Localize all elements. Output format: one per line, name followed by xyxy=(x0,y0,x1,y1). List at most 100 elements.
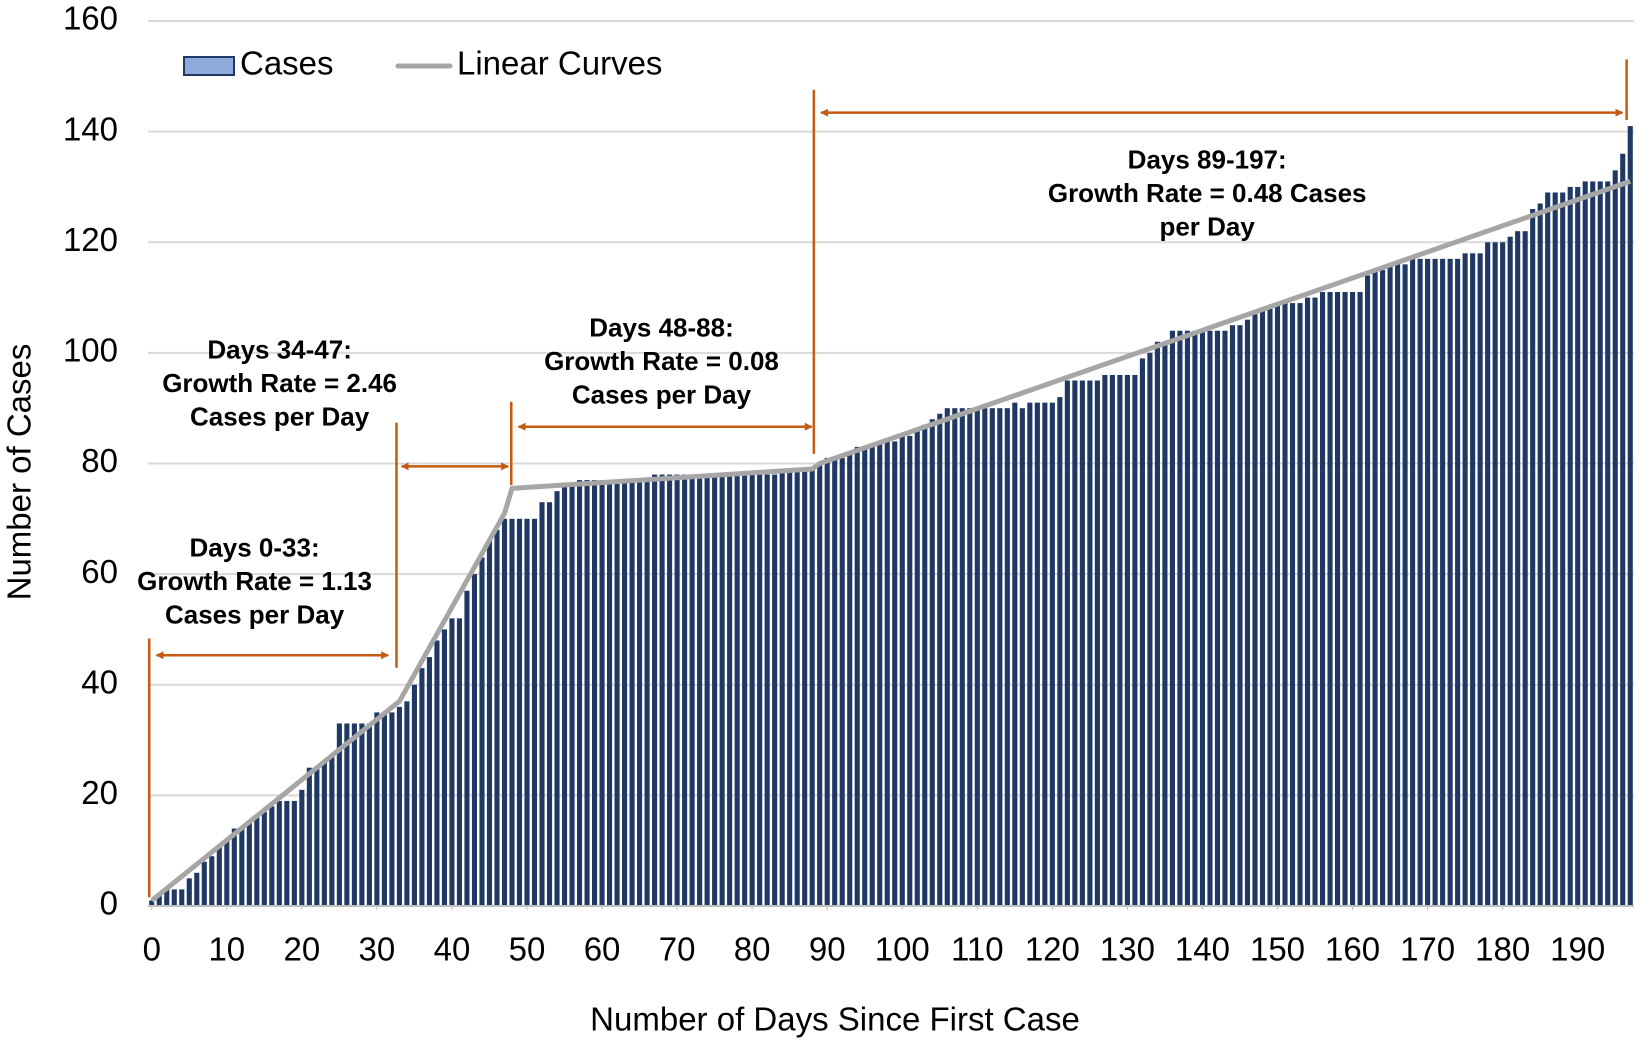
bar xyxy=(1169,330,1175,906)
bar xyxy=(1154,341,1160,906)
x-tick-label: 70 xyxy=(659,931,696,968)
bar xyxy=(1327,292,1333,906)
bar xyxy=(411,684,417,906)
bar xyxy=(1605,181,1611,906)
x-tick-label: 60 xyxy=(584,931,621,968)
bar xyxy=(1267,308,1273,906)
bar xyxy=(1552,192,1558,906)
bar xyxy=(1094,380,1100,906)
bar xyxy=(314,767,320,906)
bar xyxy=(1147,352,1153,906)
bar xyxy=(704,474,710,906)
x-tick-label: 120 xyxy=(1025,931,1080,968)
bar xyxy=(509,518,515,906)
bar xyxy=(1560,192,1566,906)
bar xyxy=(1072,380,1078,906)
bar xyxy=(1372,269,1378,906)
bar xyxy=(464,590,470,906)
bar xyxy=(1590,181,1596,906)
legend: Cases Linear Curves xyxy=(183,45,662,82)
bar xyxy=(1620,153,1626,906)
bar xyxy=(1545,192,1551,906)
x-tick-label: 10 xyxy=(208,931,245,968)
bar xyxy=(1132,375,1138,906)
bar xyxy=(186,878,192,906)
bar xyxy=(757,474,763,906)
y-tick-label: 20 xyxy=(81,774,118,811)
bar xyxy=(614,480,620,906)
bar xyxy=(1064,380,1070,906)
bar xyxy=(764,474,770,906)
annotation: Days 48-88: xyxy=(589,313,734,343)
bar xyxy=(1357,292,1363,906)
bar xyxy=(742,474,748,906)
bar xyxy=(652,474,658,906)
bar xyxy=(591,480,598,906)
x-tick-label: 30 xyxy=(359,931,396,968)
x-tick-label: 40 xyxy=(434,931,471,968)
bar xyxy=(449,618,455,906)
x-tick-label: 150 xyxy=(1250,931,1305,968)
y-tick-label: 40 xyxy=(81,663,118,700)
bar xyxy=(1432,258,1438,906)
y-tick-label: 60 xyxy=(81,553,118,590)
bar xyxy=(1162,341,1168,906)
bar xyxy=(239,828,245,906)
bar xyxy=(1252,314,1258,906)
bar xyxy=(1597,181,1603,906)
bar xyxy=(1049,402,1055,906)
bar xyxy=(779,469,785,906)
bar xyxy=(1507,236,1513,906)
annotation: Days 0-33: xyxy=(190,533,320,563)
bar xyxy=(884,441,890,906)
bar xyxy=(1492,242,1498,906)
bar xyxy=(321,762,327,906)
bar xyxy=(194,872,200,906)
bar xyxy=(1117,375,1123,906)
bar xyxy=(404,701,410,906)
bar xyxy=(749,474,755,906)
bar xyxy=(1042,402,1048,906)
bar xyxy=(1109,375,1115,906)
bar xyxy=(389,712,395,906)
bars xyxy=(149,126,1633,906)
bar xyxy=(697,474,703,906)
bar xyxy=(299,789,305,906)
bar xyxy=(374,712,380,906)
bar xyxy=(494,529,500,906)
bar xyxy=(276,800,282,906)
x-tick-label: 80 xyxy=(734,931,771,968)
bar xyxy=(1192,330,1198,906)
bar xyxy=(847,452,853,906)
annotation: Growth Rate = 1.13 xyxy=(137,566,372,596)
y-tick-label: 160 xyxy=(63,0,118,37)
foreground: 0 20 40 60 80 100 120 140 160 0 10 20 30 40 50 60 70 80 90… xyxy=(63,0,1634,968)
bar xyxy=(937,413,943,906)
bar xyxy=(952,408,958,906)
bar xyxy=(284,800,290,906)
legend-label: Linear Curves xyxy=(457,45,662,82)
bar xyxy=(607,480,613,906)
bar xyxy=(501,518,508,906)
bar xyxy=(659,474,665,906)
bar xyxy=(809,469,815,906)
bar xyxy=(839,457,845,906)
bar xyxy=(419,668,425,906)
bar xyxy=(539,502,545,906)
bar xyxy=(1087,380,1093,906)
bar xyxy=(231,828,237,906)
y-tick-label: 120 xyxy=(63,221,118,258)
bar xyxy=(1027,402,1033,906)
bar xyxy=(959,408,965,906)
bar xyxy=(734,474,740,906)
bar xyxy=(201,861,207,906)
bar xyxy=(516,518,523,906)
bar xyxy=(974,408,980,906)
bar xyxy=(381,712,387,906)
bar xyxy=(456,618,463,906)
bar xyxy=(832,457,838,906)
x-tick-label: 140 xyxy=(1175,931,1230,968)
bar xyxy=(1214,330,1221,906)
bar xyxy=(1447,258,1453,906)
